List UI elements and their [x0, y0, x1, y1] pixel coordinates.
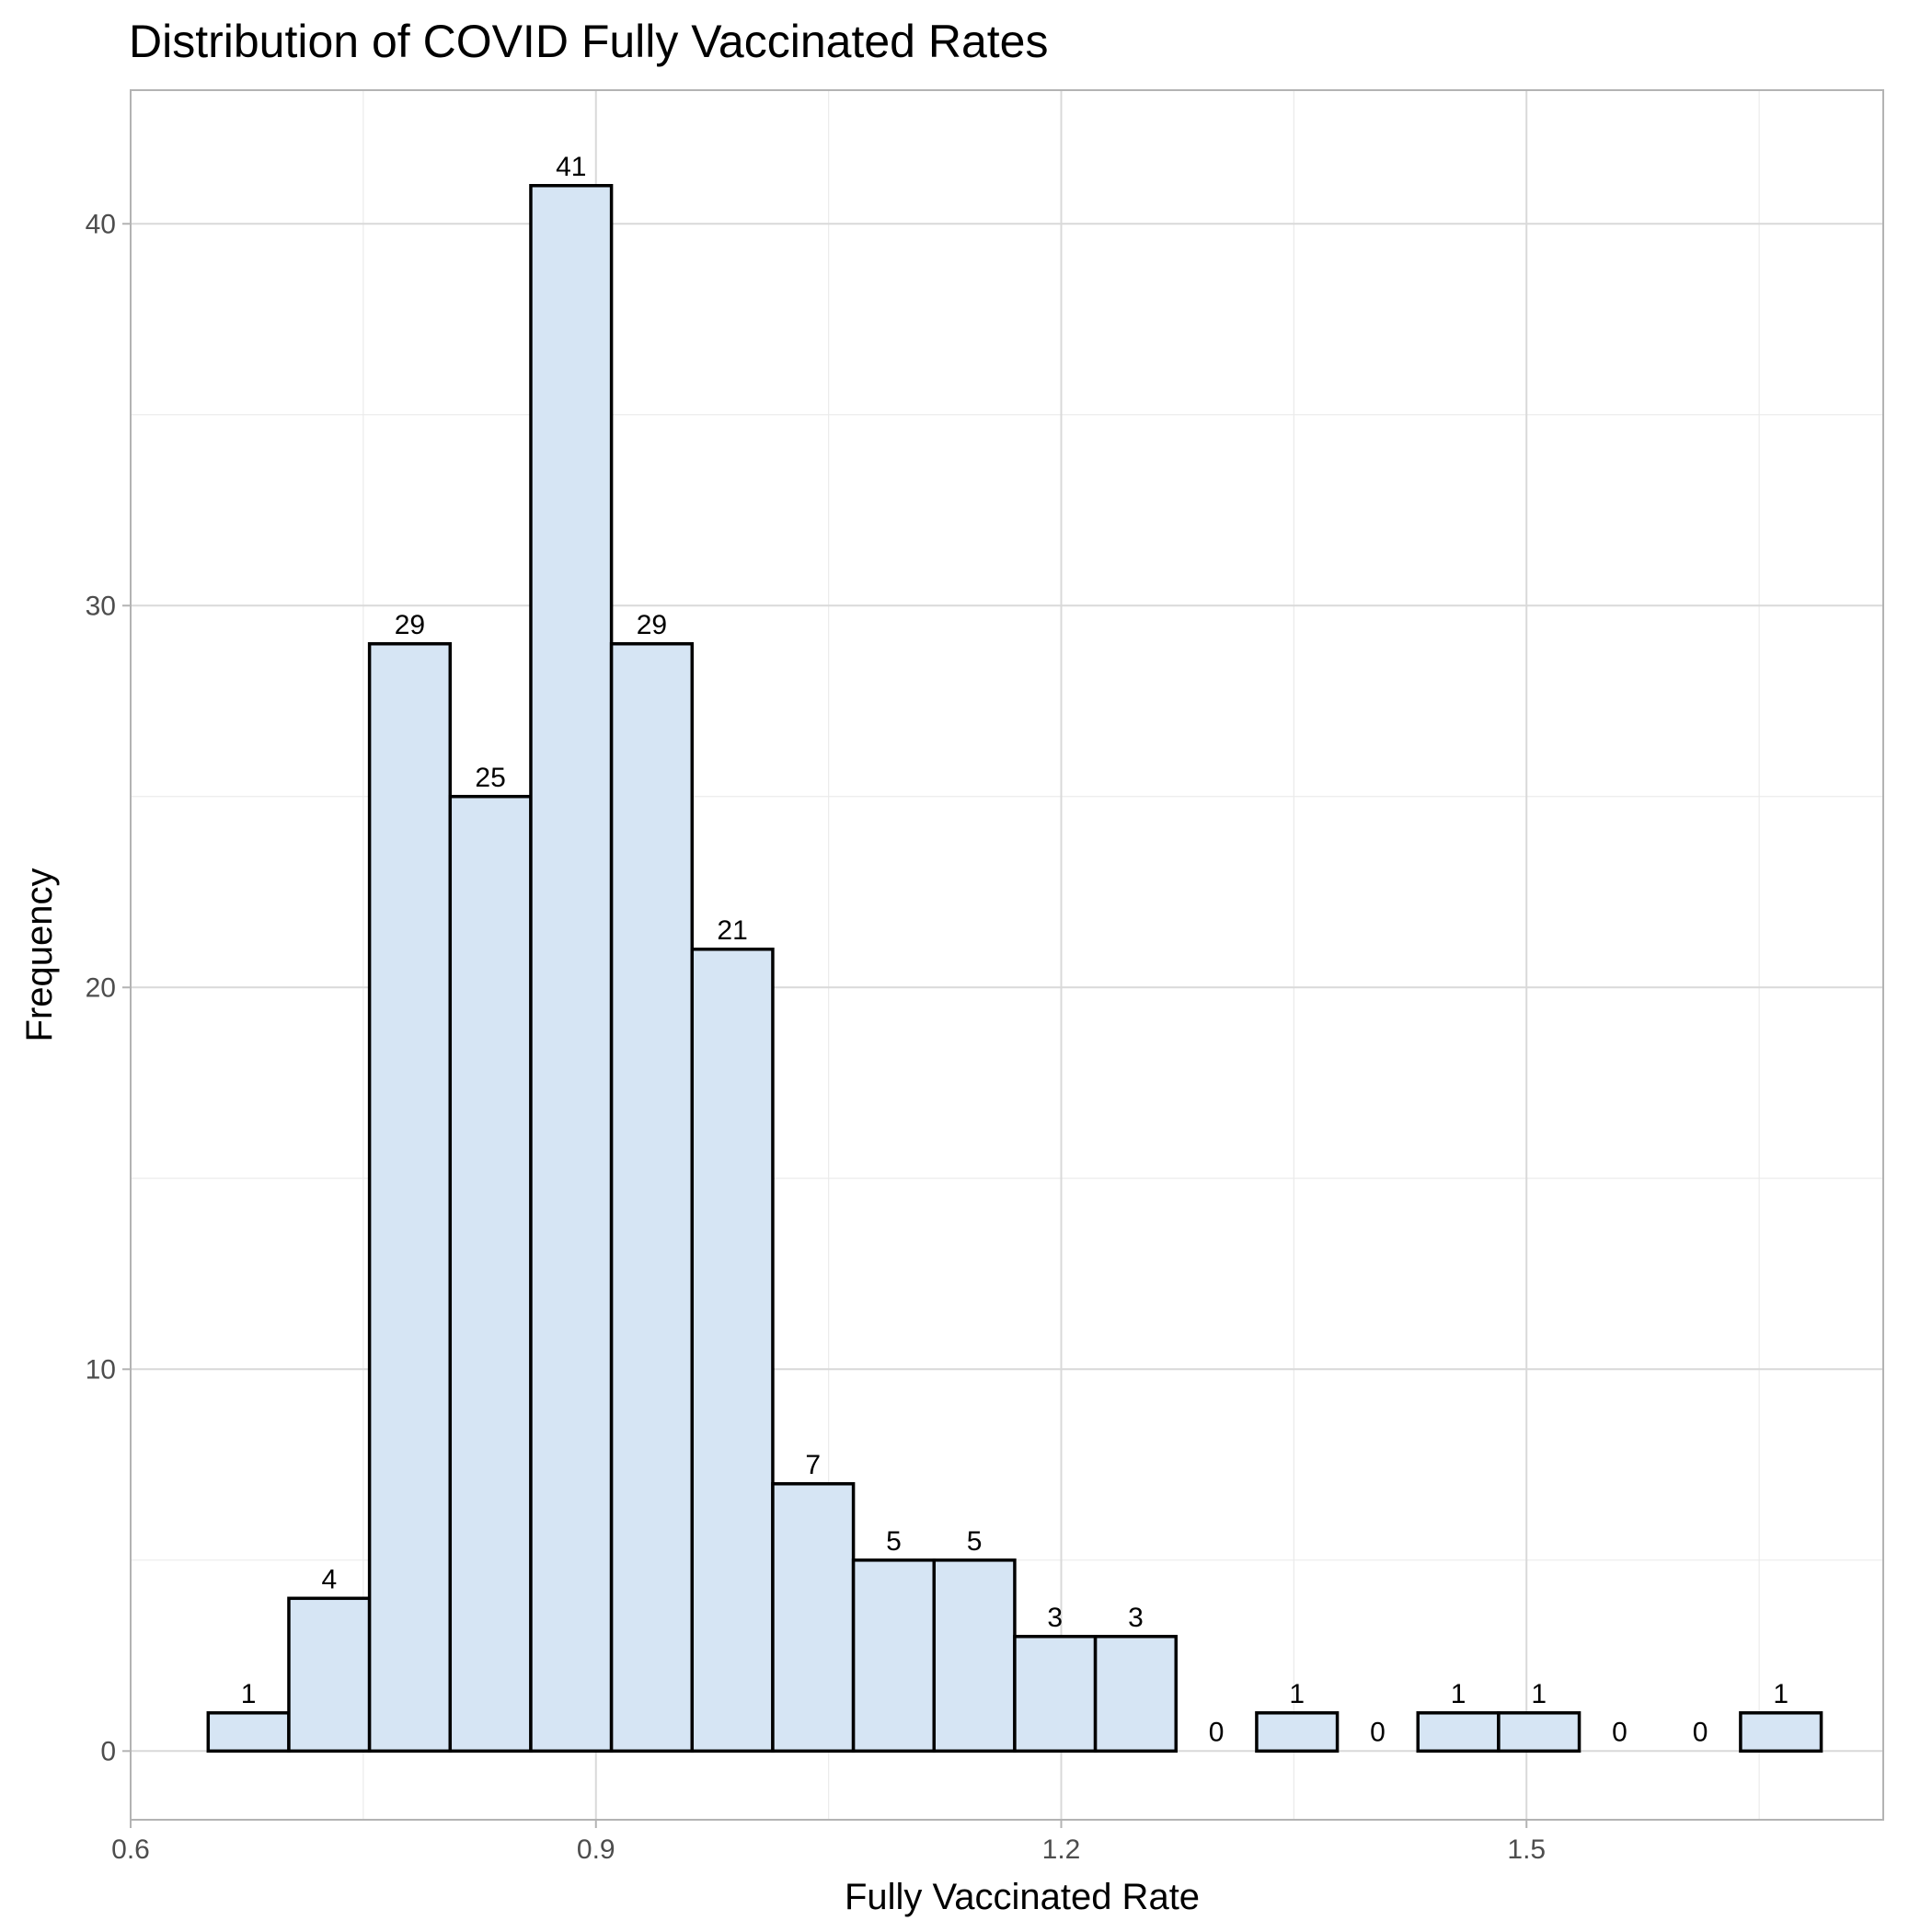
- bar-count-label: 7: [805, 1450, 821, 1480]
- x-tick-label: 1.2: [1042, 1834, 1081, 1865]
- x-axis-title: Fully Vaccinated Rate: [845, 1877, 1200, 1917]
- bar-count-label: 3: [1128, 1603, 1144, 1633]
- histogram-bar: [1739, 1711, 1823, 1754]
- histogram-bar: [1497, 1711, 1581, 1754]
- bar-count-label: 0: [1370, 1717, 1386, 1747]
- histogram-bar: [1255, 1711, 1340, 1754]
- histogram-bar: [1013, 1635, 1098, 1754]
- bar-count-label: 3: [1047, 1603, 1063, 1633]
- bar-count-label: 25: [475, 763, 505, 793]
- x-tick-label: 1.5: [1507, 1834, 1546, 1865]
- bar-count-label: 1: [1289, 1679, 1305, 1709]
- histogram-bar: [1093, 1635, 1179, 1754]
- bar-count-label: 29: [395, 610, 425, 640]
- histogram-bar: [690, 948, 775, 1754]
- histogram-bar: [287, 1596, 372, 1754]
- bar-count-label: 1: [1451, 1679, 1466, 1709]
- bar-count-label: 1: [1531, 1679, 1547, 1709]
- bar-count-label: 5: [967, 1526, 983, 1557]
- histogram-bar: [1416, 1711, 1501, 1754]
- y-tick-label: 0: [100, 1736, 116, 1766]
- histogram-bar: [448, 795, 533, 1754]
- bar-count-label: 0: [1693, 1717, 1708, 1747]
- histogram-bar: [367, 642, 453, 1754]
- histogram-bar: [932, 1558, 1017, 1754]
- bar-count-label: 5: [886, 1526, 902, 1557]
- bar-count-label: 29: [637, 610, 667, 640]
- y-tick-label: 30: [86, 591, 116, 621]
- y-axis-title: Frequency: [19, 868, 60, 1042]
- bar-count-labels: 1 4 29 25 41 29 21 7 5 5 3 3 0 1 0 1 1 0 0 1: [241, 152, 1788, 1748]
- histogram-bar: [609, 642, 695, 1754]
- bar-count-label: 4: [321, 1564, 337, 1594]
- histogram-bar: [771, 1482, 856, 1754]
- y-tick-label: 10: [86, 1354, 116, 1385]
- bar-count-label: 1: [241, 1679, 257, 1709]
- bar-count-label: 41: [556, 152, 586, 182]
- y-tick-label: 40: [86, 209, 116, 239]
- histogram-bars: [206, 184, 1823, 1754]
- x-tick-label: 0.9: [577, 1834, 615, 1865]
- histogram-bar: [529, 184, 614, 1754]
- plot-panel-border: [130, 89, 1884, 1821]
- histogram-bar: [851, 1558, 937, 1754]
- chart-title: Distribution of COVID Fully Vaccinated R…: [129, 16, 1048, 67]
- y-tick-label: 20: [86, 972, 116, 1003]
- bar-count-label: 0: [1209, 1717, 1225, 1747]
- x-axis-ticks: 0.6 0.9 1.2 1.5: [111, 1820, 1546, 1865]
- bar-count-label: 21: [717, 915, 747, 946]
- bar-count-label: 1: [1773, 1679, 1788, 1709]
- x-tick-label: 0.6: [111, 1834, 150, 1865]
- bar-count-label: 0: [1612, 1717, 1627, 1747]
- histogram-bar: [206, 1711, 291, 1754]
- y-axis-ticks: 0 10 20 30 40: [86, 209, 131, 1766]
